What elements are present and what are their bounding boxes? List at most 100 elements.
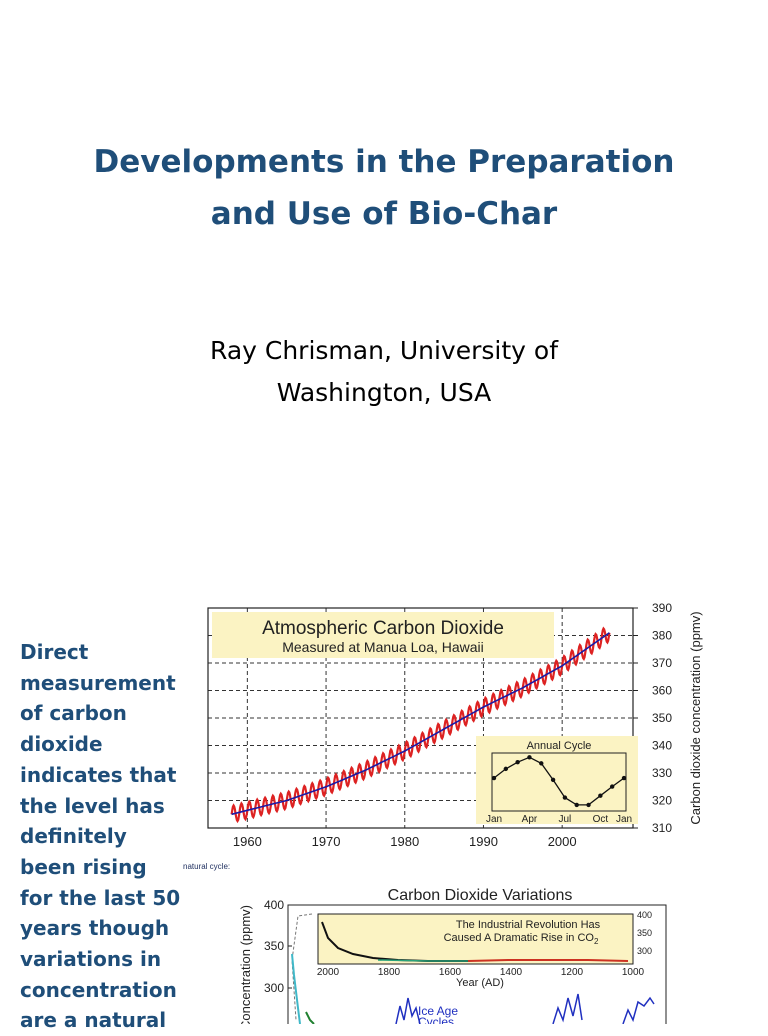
chart1-inset-point: [598, 793, 603, 798]
chart2-inset-xtick-label: 1200: [561, 967, 584, 978]
chart1-inset-point: [621, 775, 627, 781]
chart1-xtick-label: 1970: [312, 834, 341, 849]
body-line: been rising: [20, 854, 147, 879]
chart2-inset-xtick-label: 2000: [317, 967, 340, 978]
chart2-series-ice-age-2: [552, 993, 583, 1024]
chart1-inset-box: [476, 736, 638, 824]
caption-natural-cycle: natural cycle:: [183, 862, 231, 871]
chart1-inset-point: [515, 759, 520, 765]
body-line: of carbon: [20, 701, 127, 726]
chart2-inset-box: [317, 913, 634, 965]
chart2-ytick-label: 300: [264, 981, 284, 995]
chart2-inset-xtick-label: 1800: [378, 967, 401, 978]
body-line: Direct: [20, 640, 89, 664]
chart1-ytick-label: 360: [652, 684, 672, 698]
chart1-ytick-label: 380: [652, 629, 672, 643]
body-line: concentration: [20, 977, 177, 1002]
chart2-series-green: [305, 1011, 315, 1024]
slide-author: Ray Chrisman, University of Washington, …: [0, 330, 768, 414]
chart1-inset-x-ticks: Jan Apr Jul Oct Jan: [486, 814, 632, 825]
body-line: variations in: [20, 947, 162, 972]
co2-variations-chart: Carbon Dioxide Variations Concentration …: [238, 887, 667, 1024]
chart2-ytick-label: 400: [264, 898, 284, 912]
chart1-inset-xtick-label: Jan: [616, 814, 632, 825]
chart2-series-ice-age-1: [395, 997, 421, 1024]
chart1-header-box: [212, 612, 554, 658]
chart1-inset-point: [539, 761, 544, 766]
chart1-inset-xtick-label: Jan: [486, 814, 502, 825]
chart1-inset-line: [493, 756, 625, 806]
chart1-subtitle: Measured at Manua Loa, Hawaii: [282, 639, 484, 655]
chart1-inset-point: [574, 802, 579, 808]
chart2-inset-ytick-label: 400: [637, 910, 652, 920]
slide-title-line-1: Developments in the Preparation: [93, 144, 675, 180]
chart2-inset-y-ticks: 400 350 300: [637, 910, 652, 956]
chart1-inset-series: [491, 755, 627, 808]
chart1-inset-point: [562, 795, 568, 800]
chart2-inset-ytick-label: 300: [637, 946, 652, 956]
chart1-xtick-label: 1980: [390, 834, 419, 849]
chart2-ytick-label: 350: [264, 939, 284, 953]
chart1-inset-point: [491, 775, 497, 781]
slide-author-line-2: Washington, USA: [276, 378, 492, 407]
chart1-xtick-label: 2000: [548, 834, 577, 849]
chart2-inset-xtick-label: 1400: [500, 967, 523, 978]
slide-title-line-2: and Use of Bio-Char: [210, 196, 558, 232]
chart2-inset-title-1: The Industrial Revolution Has: [456, 919, 601, 931]
body-line: definitely: [20, 824, 127, 849]
chart2-inset-xlabel: Year (AD): [456, 977, 504, 989]
chart1-ytick-label: 350: [652, 711, 672, 725]
chart1-xtick-label: 1990: [469, 834, 498, 849]
chart1-inset-xtick-label: Jul: [559, 814, 572, 825]
keeling-curve-chart: Atmospheric Carbon Dioxide Measured at M…: [207, 601, 703, 849]
chart1-x-ticks: 1960 1970 1980 1990 2000: [233, 834, 577, 849]
chart1-inset-xtick-label: Apr: [522, 814, 538, 825]
chart2-inset-xtick-label: 1600: [439, 967, 462, 978]
chart2-y-ticks: 300 350 400: [264, 898, 292, 995]
chart1-inset-point: [550, 777, 556, 783]
chart1-inset-point: [527, 755, 532, 760]
chart2-plot-frame: [287, 904, 667, 1024]
chart1-ytick-label: 320: [652, 794, 672, 808]
slide-title: Developments in the Preparation and Use …: [0, 136, 768, 240]
chart2-inset-x-ticks: 2000 1800 1600 1400 1200 1000: [317, 967, 645, 978]
chart1-inset-frame: [491, 752, 627, 812]
chart2-title: Carbon Dioxide Variations: [388, 887, 573, 904]
chart2-annotation-ice-age: Ice Age: [418, 1004, 458, 1018]
chart1-ytick-label: 370: [652, 656, 672, 670]
chart2-inset-title-2: Caused A Dramatic Rise in CO: [444, 932, 595, 944]
body-line: the level has: [20, 793, 165, 818]
slide-author-line-1: Ray Chrisman, University of: [210, 336, 558, 365]
body-line: for the last 50: [20, 885, 181, 910]
chart2-annotation-cycles: Cycles: [418, 1015, 454, 1024]
chart1-ytick-label: 330: [652, 766, 672, 780]
chart1-inset-point: [609, 784, 615, 789]
body-line: dioxide: [20, 732, 103, 757]
chart2-inset-ytick-label: 350: [637, 928, 652, 938]
chart1-inset-title: Annual Cycle: [527, 740, 592, 752]
chart2-inset-title-subscript: 2: [594, 937, 599, 946]
chart2-connector: [291, 913, 313, 1021]
chart1-ylabel: Carbon dioxide concentration (ppmv): [688, 611, 703, 824]
body-line: are a natural: [20, 1008, 167, 1033]
chart1-y-ticks: 310 320 330 340 350 360 370 380 390: [633, 601, 672, 835]
chart2-inset-title-2-wrap: Caused A Dramatic Rise in CO2: [444, 932, 599, 946]
chart2-inset-series-green: [377, 959, 468, 962]
chart1-series-trend: [231, 632, 610, 816]
chart2-inset-series-red: [467, 959, 629, 962]
chart2-series-ice-age-3: [622, 996, 655, 1024]
chart1-xtick-label: 1960: [233, 834, 262, 849]
body-line: measurement: [20, 670, 176, 695]
chart2-inset-xtick-label: 1000: [622, 967, 645, 978]
chart1-inset-xtick-label: Oct: [593, 814, 609, 825]
body-line: years though: [20, 916, 170, 941]
chart1-title: Atmospheric Carbon Dioxide: [262, 618, 504, 639]
chart1-ytick-label: 340: [652, 739, 672, 753]
chart1-inset-point: [503, 766, 509, 772]
body-line: indicates that: [20, 762, 177, 787]
chart1-ytick-label: 310: [652, 821, 672, 835]
chart1-inset-point: [586, 802, 591, 808]
chart2-ylabel: Concentration (ppmv): [238, 905, 253, 1024]
body-text: Direct measurement of carbon dioxide ind…: [20, 637, 180, 1036]
chart2-series-cyan: [291, 953, 301, 1024]
